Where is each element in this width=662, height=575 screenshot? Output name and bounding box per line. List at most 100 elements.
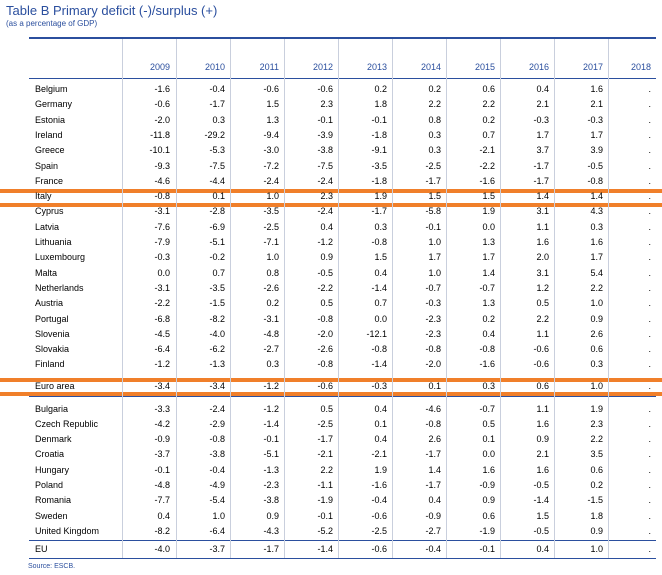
table-cell: -4.3 bbox=[225, 526, 279, 536]
row-label: Bulgaria bbox=[35, 404, 68, 414]
table-cell: -3.1 bbox=[116, 283, 170, 293]
table-cell: 4.3 bbox=[549, 206, 603, 216]
table-cell: . bbox=[597, 419, 651, 429]
table-cell: -1.6 bbox=[441, 359, 495, 369]
table-cell: -0.9 bbox=[441, 480, 495, 490]
table-cell: . bbox=[597, 84, 651, 94]
table-cell: -0.8 bbox=[333, 344, 387, 354]
table-cell: 0.5 bbox=[279, 404, 333, 414]
table-cell: -2.8 bbox=[171, 206, 225, 216]
table-cell: -3.1 bbox=[116, 206, 170, 216]
table-cell: . bbox=[597, 314, 651, 324]
table-cell: 0.3 bbox=[225, 359, 279, 369]
table-cell: -1.5 bbox=[171, 298, 225, 308]
column-header-2009: 2009 bbox=[116, 62, 170, 72]
table-cell: 1.8 bbox=[549, 511, 603, 521]
table-cell: -0.1 bbox=[387, 222, 441, 232]
table-cell: -4.5 bbox=[116, 329, 170, 339]
table-cell: -1.7 bbox=[387, 480, 441, 490]
table-cell: -2.0 bbox=[279, 329, 333, 339]
table-cell: -0.4 bbox=[387, 544, 441, 554]
row-label: Italy bbox=[35, 191, 52, 201]
table-cell: . bbox=[597, 268, 651, 278]
column-divider bbox=[230, 39, 231, 558]
table-cell: -2.3 bbox=[387, 314, 441, 324]
table-cell: -0.3 bbox=[387, 298, 441, 308]
row-label: Netherlands bbox=[35, 283, 84, 293]
table-cell: -0.8 bbox=[441, 344, 495, 354]
table-cell: 0.3 bbox=[549, 359, 603, 369]
table-cell: 0.3 bbox=[387, 130, 441, 140]
table-cell: -2.4 bbox=[279, 206, 333, 216]
column-divider bbox=[608, 39, 609, 558]
table-cell: 3.7 bbox=[495, 145, 549, 155]
table-cell: -6.2 bbox=[171, 344, 225, 354]
table-cell: 1.9 bbox=[441, 206, 495, 216]
table-cell: 1.0 bbox=[171, 511, 225, 521]
table-cell: -2.1 bbox=[333, 449, 387, 459]
table-cell: . bbox=[597, 544, 651, 554]
table-cell: 0.9 bbox=[225, 511, 279, 521]
table-cell: . bbox=[597, 222, 651, 232]
table-cell: -0.9 bbox=[116, 434, 170, 444]
table-cell: 3.9 bbox=[549, 145, 603, 155]
table-cell: 1.6 bbox=[441, 465, 495, 475]
row-label: Czech Republic bbox=[35, 419, 98, 429]
table-cell: 0.1 bbox=[441, 434, 495, 444]
table-cell: -5.4 bbox=[171, 495, 225, 505]
table-cell: -2.6 bbox=[279, 344, 333, 354]
table-cell: 0.1 bbox=[333, 419, 387, 429]
table-cell: -1.7 bbox=[333, 206, 387, 216]
table-cell: -0.6 bbox=[333, 544, 387, 554]
table-cell: 1.1 bbox=[495, 329, 549, 339]
row-label: Austria bbox=[35, 298, 63, 308]
table-cell: -3.0 bbox=[225, 145, 279, 155]
row-label: Romania bbox=[35, 495, 71, 505]
table-cell: 1.0 bbox=[225, 252, 279, 262]
row-label: Germany bbox=[35, 99, 72, 109]
table-cell: -4.2 bbox=[116, 419, 170, 429]
table-cell: 0.2 bbox=[441, 115, 495, 125]
table-cell: -8.2 bbox=[171, 314, 225, 324]
table-cell: -1.5 bbox=[549, 495, 603, 505]
table-cell: -1.8 bbox=[333, 176, 387, 186]
table-cell: -0.8 bbox=[116, 191, 170, 201]
table-cell: . bbox=[597, 115, 651, 125]
column-divider bbox=[338, 39, 339, 558]
table-cell: -1.4 bbox=[333, 283, 387, 293]
table-cell: -0.4 bbox=[333, 495, 387, 505]
table-cell: -2.5 bbox=[387, 161, 441, 171]
table-cell: 1.6 bbox=[549, 84, 603, 94]
table-cell: 1.8 bbox=[333, 99, 387, 109]
table-cell: -0.6 bbox=[225, 84, 279, 94]
table-cell: . bbox=[597, 191, 651, 201]
table-cell: 0.8 bbox=[387, 115, 441, 125]
table-cell: 2.3 bbox=[279, 191, 333, 201]
table-cell: 0.3 bbox=[387, 145, 441, 155]
table-cell: . bbox=[597, 449, 651, 459]
table-cell: . bbox=[597, 99, 651, 109]
table-cell: 2.1 bbox=[495, 99, 549, 109]
table-cell: -0.8 bbox=[279, 359, 333, 369]
table-cell: -1.6 bbox=[441, 176, 495, 186]
table-cell: -2.9 bbox=[171, 419, 225, 429]
table-cell: 1.6 bbox=[495, 237, 549, 247]
table-cell: 2.1 bbox=[495, 449, 549, 459]
table-cell: -5.3 bbox=[171, 145, 225, 155]
column-divider bbox=[554, 39, 555, 558]
row-label: Poland bbox=[35, 480, 63, 490]
table-cell: -1.3 bbox=[225, 465, 279, 475]
table-cell: -2.1 bbox=[441, 145, 495, 155]
table-cell: 1.4 bbox=[441, 268, 495, 278]
table-cell: . bbox=[597, 130, 651, 140]
table-cell: -1.7 bbox=[387, 449, 441, 459]
table-cell: 1.0 bbox=[387, 237, 441, 247]
table-cell: . bbox=[597, 344, 651, 354]
table-cell: -2.3 bbox=[225, 480, 279, 490]
column-header-2016: 2016 bbox=[495, 62, 549, 72]
table-cell: 0.6 bbox=[549, 344, 603, 354]
table-cell: -9.3 bbox=[116, 161, 170, 171]
table-cell: -3.5 bbox=[225, 206, 279, 216]
table-cell: -1.7 bbox=[171, 99, 225, 109]
table-cell: 0.2 bbox=[225, 298, 279, 308]
